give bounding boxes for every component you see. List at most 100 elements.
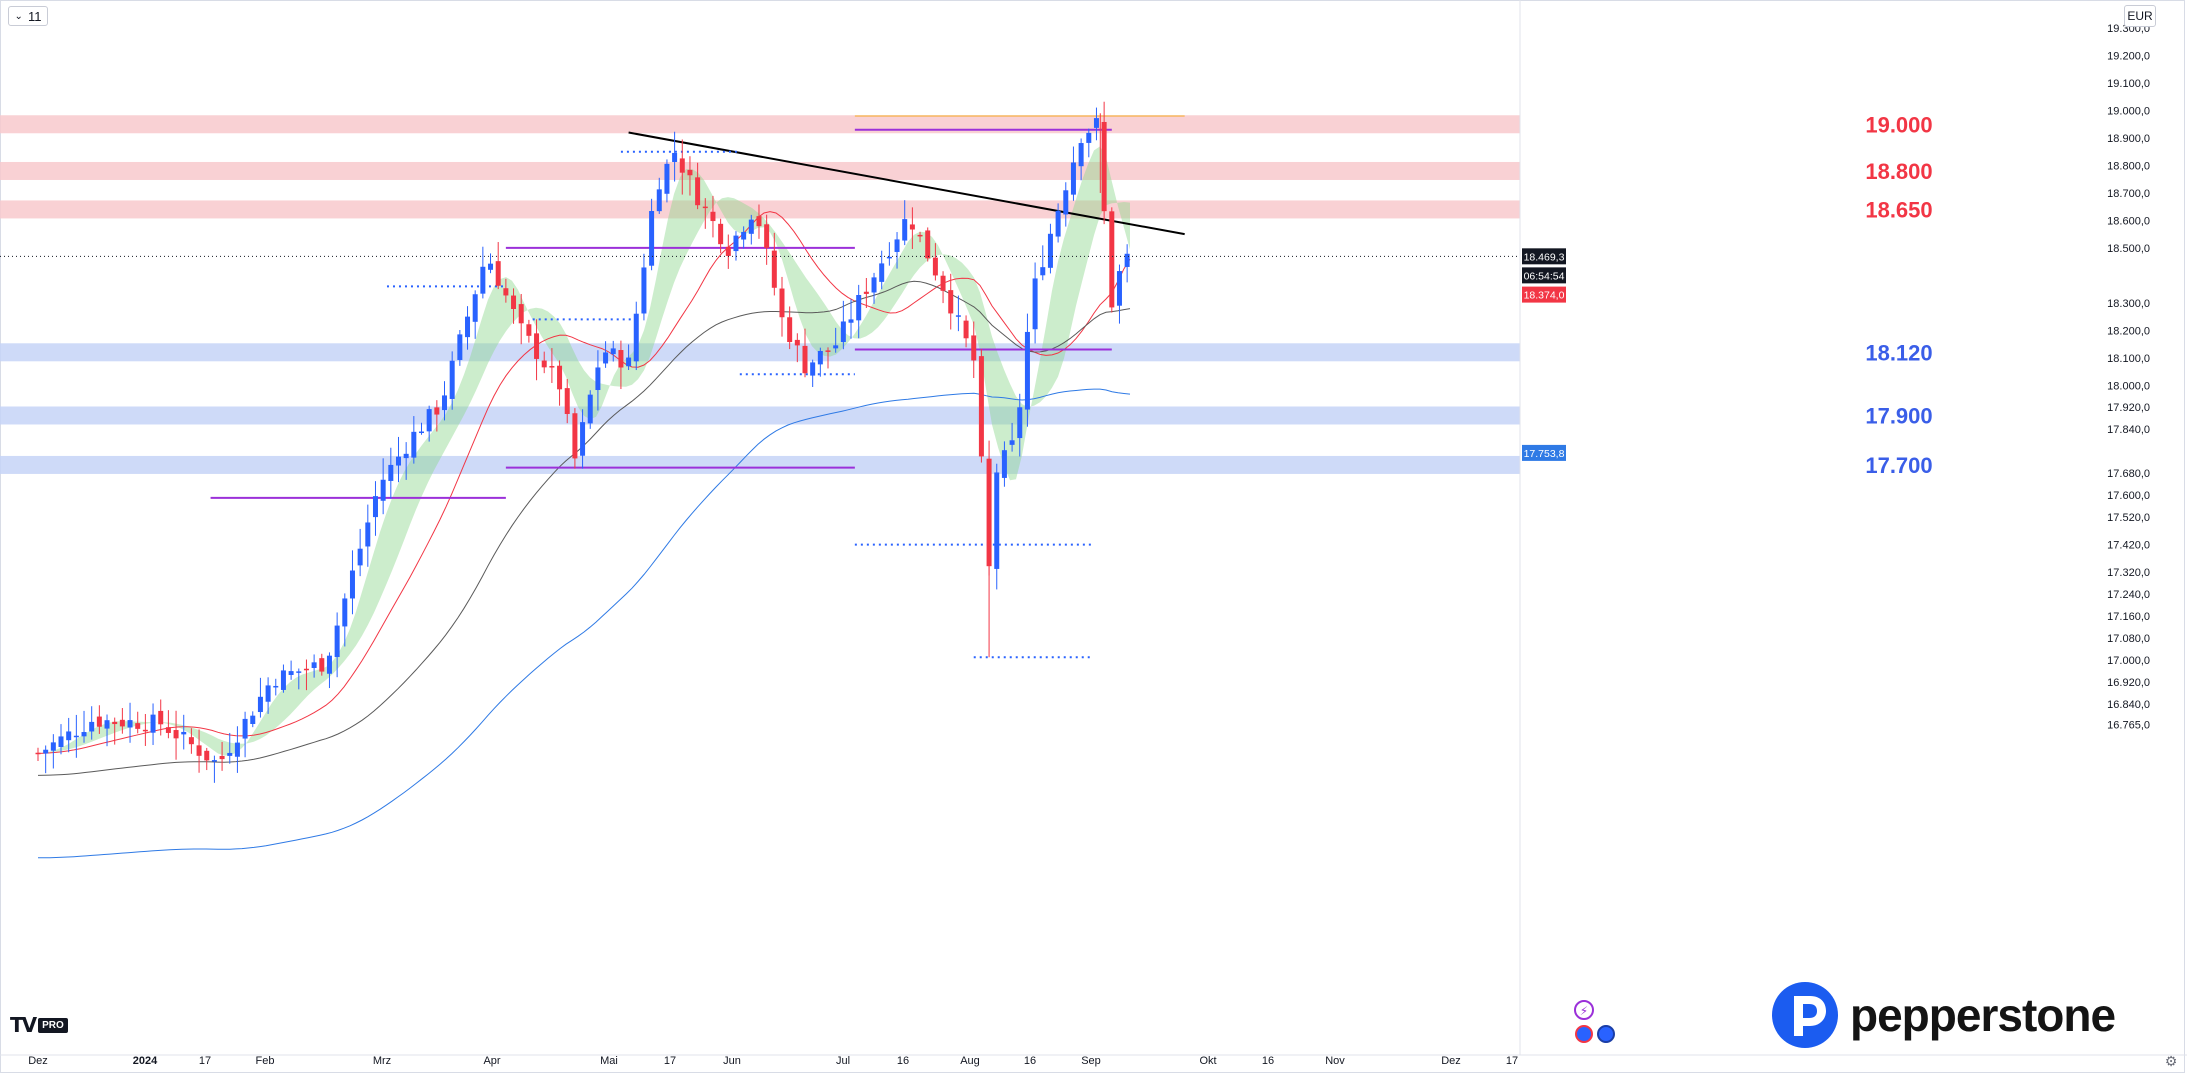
candle-body (457, 334, 463, 360)
candle-body (863, 291, 869, 294)
candle-body (511, 295, 517, 310)
y-tick-label: 17.240,0 (2107, 589, 2150, 601)
candle-body (641, 267, 647, 314)
candle-body (618, 350, 624, 368)
candle-body (227, 752, 233, 756)
y-tick-label: 18.200,0 (2107, 325, 2150, 337)
last-price-tag: 18.469,3 (1524, 251, 1565, 263)
candle-body (978, 356, 984, 457)
candle-body (219, 756, 225, 760)
interval-selector[interactable]: ⌄ 11 (8, 6, 48, 26)
candle-body (856, 295, 862, 321)
x-tick-label: 17 (199, 1055, 211, 1067)
pepperstone-wordmark: pepperstone (1850, 989, 2116, 1041)
candle-body (1109, 211, 1115, 308)
candle-body (610, 348, 616, 355)
candle-body (971, 335, 977, 361)
candle-body (748, 219, 754, 234)
x-tick-label: Apr (483, 1055, 500, 1067)
y-tick-label: 17.080,0 (2107, 633, 2150, 645)
candle-body (886, 256, 892, 259)
pepperstone-logo: pepperstone (1770, 980, 2116, 1050)
candle-body (534, 333, 540, 359)
candle-body (89, 721, 95, 732)
candle-body (518, 304, 524, 324)
candle-body (234, 742, 240, 757)
candle-body (825, 350, 831, 352)
x-tick-label: 16 (897, 1055, 909, 1067)
candle-body (840, 321, 846, 343)
candle-body (1047, 233, 1053, 268)
candle-body (810, 362, 816, 376)
zone-label: 17.900 (1865, 403, 1932, 428)
candle-body (879, 263, 885, 282)
tradingview-logo: TV PRO (10, 1013, 68, 1037)
candle-body (526, 324, 532, 336)
x-tick-label: Mai (600, 1055, 618, 1067)
candle-body (150, 714, 156, 733)
candle-body (948, 290, 954, 314)
candle-body (319, 658, 325, 672)
zone-band (0, 455, 1520, 474)
candle-body (603, 352, 609, 364)
y-tick-label: 17.520,0 (2107, 512, 2150, 524)
zone-band (0, 161, 1520, 180)
candle-body (725, 246, 731, 256)
candle-body (296, 671, 302, 673)
gear-icon[interactable]: ⚙ (2164, 1053, 2178, 1069)
candle-body (250, 715, 256, 724)
candle-body (817, 350, 823, 365)
candle-body (549, 366, 555, 368)
x-tick-label: Nov (1325, 1055, 1345, 1067)
candle-body (181, 731, 187, 735)
candle-body (342, 598, 348, 627)
candle-body (779, 288, 785, 318)
candle-body (142, 729, 148, 732)
zone-label: 17.700 (1865, 453, 1932, 478)
zone-label: 18.800 (1865, 159, 1932, 184)
candle-body (365, 522, 371, 547)
candle-body (1009, 440, 1015, 445)
interval-label: 11 (27, 8, 42, 24)
y-tick-label: 17.320,0 (2107, 567, 2150, 579)
candle-body (940, 275, 946, 291)
y-tick-label: 18.000,0 (2107, 380, 2150, 392)
candle-body (403, 453, 409, 459)
candle-body (96, 716, 102, 727)
candle-body (633, 313, 639, 362)
candle-body (656, 189, 662, 212)
candle-body (419, 431, 424, 434)
candle-body (1055, 210, 1061, 237)
economic-events-icon (1575, 1025, 1593, 1043)
candle-body (158, 710, 164, 725)
candle-body (43, 749, 49, 754)
candle-body (395, 456, 401, 466)
candle-body (672, 152, 678, 162)
candle-body (119, 719, 125, 727)
currency-selector[interactable]: EUR (2124, 5, 2156, 27)
candle-body (1124, 253, 1130, 267)
candle-body (357, 548, 363, 566)
candle-body (1001, 450, 1007, 478)
x-tick-label: Feb (256, 1055, 275, 1067)
candle-body (787, 317, 793, 343)
candle-body (434, 407, 440, 415)
candle-body (196, 745, 202, 756)
zone-label: 19.000 (1865, 112, 1932, 137)
candle-body (572, 413, 578, 459)
lightning-glyph: ⚡ (1580, 1004, 1588, 1018)
candle-body (649, 211, 655, 266)
candle-body (1078, 143, 1084, 167)
candle-body (135, 723, 141, 729)
candle-body (104, 720, 110, 729)
zone-band (0, 115, 1520, 134)
candle-body (580, 422, 586, 456)
candle-body (58, 736, 64, 748)
candle-body (449, 360, 455, 399)
candle-body (1024, 331, 1030, 410)
y-tick-label: 17.420,0 (2107, 540, 2150, 552)
zone-band (0, 406, 1520, 425)
y-tick-label: 18.700,0 (2107, 188, 2150, 200)
